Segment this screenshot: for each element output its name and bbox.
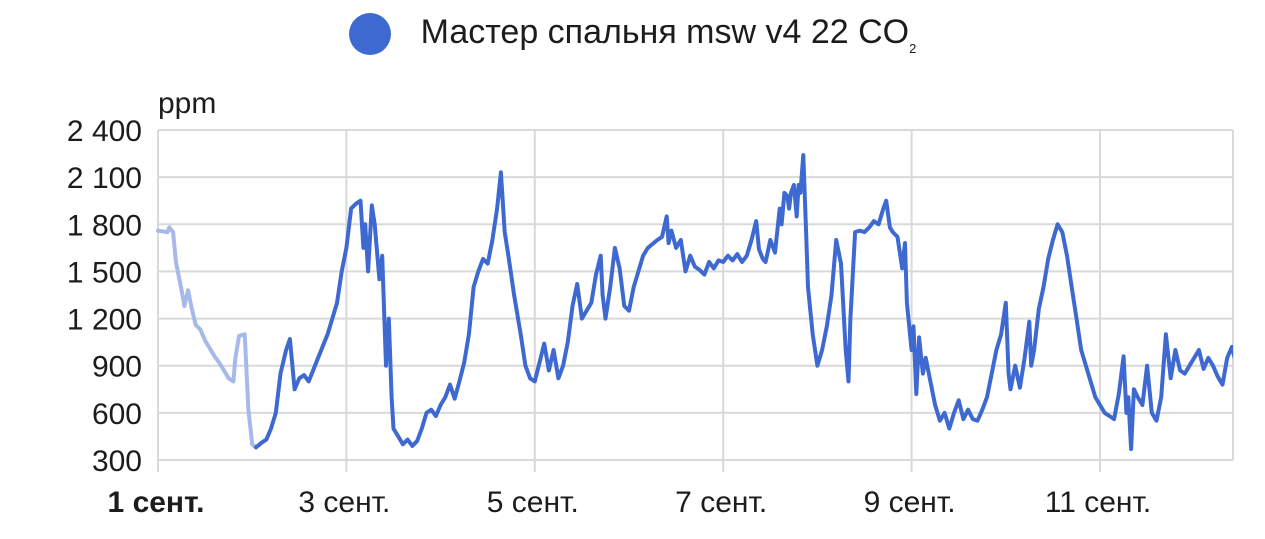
co2-series-line-faded[interactable] bbox=[156, 225, 258, 450]
y-tick-label: 1 800 bbox=[67, 209, 142, 242]
x-tick-label: 7 сент. bbox=[675, 486, 767, 519]
x-tick-label: 9 сент. bbox=[864, 486, 956, 519]
y-tick-label: 1 200 bbox=[67, 304, 142, 337]
legend-item-co2[interactable]: Мастер спальня msw v4 22 CO2 bbox=[348, 13, 917, 56]
x-tick-label: 11 сент. bbox=[1045, 486, 1151, 519]
x-tick-label: 5 сент. bbox=[487, 486, 579, 519]
y-axis-unit-label: ppm bbox=[158, 87, 216, 120]
series-layer bbox=[156, 153, 1265, 451]
grid-layer bbox=[157, 129, 1234, 472]
y-tick-label: 1 500 bbox=[67, 256, 142, 289]
chart-legend: Мастер спальня msw v4 22 CO2 bbox=[0, 10, 1265, 58]
y-tick-label: 2 100 bbox=[67, 162, 142, 195]
legend-label: Мастер спальня msw v4 22 CO2 bbox=[421, 13, 917, 56]
x-tick-label: 3 сент. bbox=[298, 486, 390, 519]
y-tick-label: 2 400 bbox=[67, 115, 142, 148]
legend-label-subscript: 2 bbox=[909, 40, 917, 56]
y-tick-label: 900 bbox=[92, 351, 142, 384]
x-tick-label: 1 сент. bbox=[108, 486, 205, 519]
legend-label-text: Мастер спальня msw v4 22 CO bbox=[420, 12, 910, 51]
legend-swatch-icon bbox=[348, 13, 391, 55]
y-tick-label: 300 bbox=[92, 445, 142, 478]
y-tick-label: 600 bbox=[92, 398, 142, 431]
axis-layer: 2 400 2 100 1 800 1 500 1 200 900 600 300 1 сент… bbox=[67, 115, 1151, 519]
co2-series-line[interactable] bbox=[254, 153, 1265, 451]
